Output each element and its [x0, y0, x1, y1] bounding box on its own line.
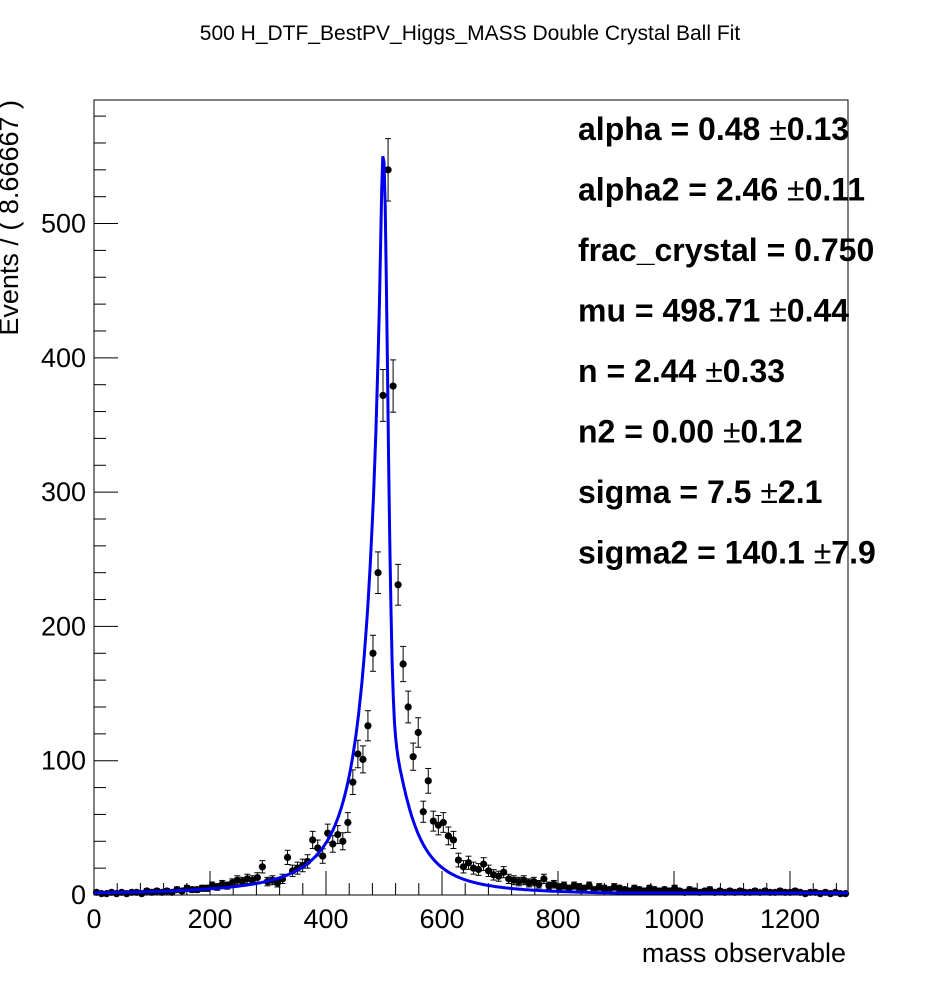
data-point: [283, 853, 292, 861]
data-point: [424, 777, 432, 785]
data-point: [349, 778, 357, 786]
y-tick-label-300: 300: [41, 477, 86, 507]
data-point: [384, 166, 392, 174]
param-mu: mu = 498.71 ±0.44: [578, 293, 849, 329]
data-point: [344, 818, 352, 827]
data-point: [495, 872, 503, 880]
y-axis-ticks: 0 100 200 300 400 500: [41, 209, 118, 910]
data-point: [354, 750, 362, 758]
y-tick-label-500: 500: [41, 209, 86, 239]
data-point: [540, 875, 548, 883]
x-tick-label-400: 400: [303, 904, 348, 934]
y-axis-label: Events / ( 8.66667 ): [0, 100, 24, 336]
x-tick-label-200: 200: [187, 904, 232, 934]
data-point: [329, 840, 337, 848]
data-point: [484, 867, 493, 875]
y-tick-label-400: 400: [41, 343, 86, 373]
data-point: [319, 852, 327, 860]
data-point: [439, 818, 447, 827]
data-point: [419, 808, 427, 816]
x-tick-label-600: 600: [419, 904, 464, 934]
x-tick-label-1200: 1200: [760, 904, 820, 934]
param-alpha2: alpha2 = 2.46 ±0.11: [578, 172, 865, 208]
data-point: [369, 649, 377, 657]
data-point: [394, 581, 402, 589]
data-point: [309, 836, 317, 844]
data-point: [334, 830, 342, 839]
param-n: n = 2.44 ±0.33: [578, 353, 785, 389]
data-point: [258, 863, 266, 871]
data-point: [464, 859, 473, 867]
param-sigma: sigma = 7.5 ±2.1: [578, 474, 822, 510]
x-tick-label-800: 800: [535, 904, 580, 934]
param-n2: n2 = 0.00 ±0.12: [578, 414, 803, 450]
data-point: [479, 860, 488, 868]
data-point: [409, 753, 417, 761]
plot-title: 500 H_DTF_BestPV_Higgs_MASS Double Cryst…: [200, 22, 741, 45]
data-point: [449, 836, 458, 844]
data-point: [339, 837, 347, 845]
data-point: [500, 868, 508, 876]
data-point: [454, 856, 463, 864]
data-point: [474, 865, 483, 874]
x-tick-label-0: 0: [86, 904, 101, 934]
data-point: [273, 879, 282, 887]
data-point: [379, 391, 387, 400]
y-tick-label-0: 0: [71, 880, 86, 910]
data-point: [389, 382, 397, 390]
data-point: [364, 722, 372, 730]
data-point: [535, 880, 543, 888]
data-point: [359, 755, 367, 763]
data-point: [414, 728, 422, 737]
y-tick-label-100: 100: [41, 746, 86, 776]
x-axis-label: mass observable: [642, 938, 846, 968]
fit-curve: [94, 155, 848, 895]
plot-frame: [93, 99, 849, 896]
fit-parameters-box: alpha = 0.48 ±0.13 alpha2 = 2.46 ±0.11 fra…: [578, 111, 876, 571]
param-sigma2: sigma2 = 140.1 ±7.9: [578, 535, 876, 571]
data-point: [429, 817, 437, 825]
x-tick-label-1000: 1000: [644, 904, 704, 934]
x-axis-ticks: 0 200 400 600 800 1000 1200: [86, 871, 820, 934]
data-point: [459, 863, 468, 871]
param-alpha: alpha = 0.48 ±0.13: [578, 111, 849, 147]
param-frac_crystal: frac_crystal = 0.750: [578, 232, 874, 268]
data-point: [253, 873, 261, 882]
data-point: [585, 881, 593, 890]
y-tick-label-200: 200: [41, 611, 86, 641]
data-point: [444, 832, 452, 840]
data-point: [399, 660, 407, 668]
data-point: [404, 703, 412, 711]
data-point: [374, 569, 382, 577]
